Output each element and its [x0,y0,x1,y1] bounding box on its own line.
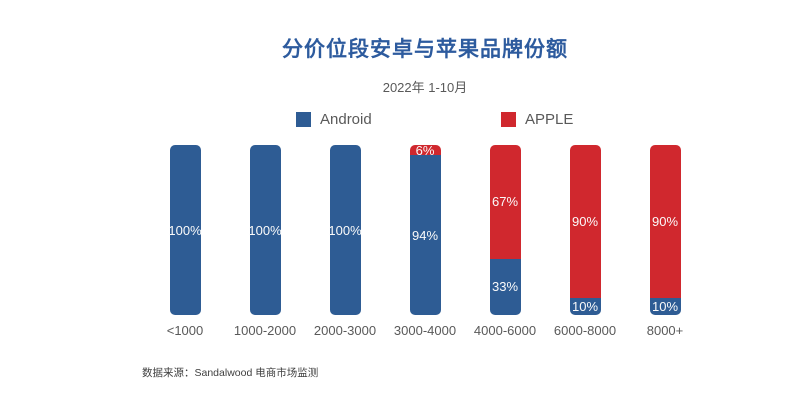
chart-title: 分价位段安卓与苹果品牌份额 [282,38,568,61]
segment-android: 94% [409,155,441,315]
category-label: 6000-8000 [553,323,617,338]
category-label: 3000-4000 [393,323,457,338]
value-label: 100% [168,222,202,238]
segment-android: 100% [248,145,282,315]
category-label: 4000-6000 [473,323,537,338]
value-label: 100% [328,222,362,238]
x-axis-labels: <1000 1000-2000 2000-3000 3000-4000 4000-600… [145,323,705,338]
legend-swatch-android [296,112,311,127]
segment-android: 100% [168,145,202,315]
value-label: 90% [571,214,599,229]
legend: Android APPLE [145,111,705,129]
stacked-bar: 67% 33% [489,145,521,315]
category-label: 8000+ [646,323,684,338]
value-label: 94% [411,227,439,243]
legend-item-android: Android [296,111,372,128]
data-source-note: 数据来源：Sandalwood 电商市场监测 [142,367,319,379]
bar-column: 100% [145,145,225,315]
segment-android: 10% [649,298,681,315]
bar-column: 67% 33% [465,145,545,315]
category-label: 1000-2000 [233,323,297,338]
segment-apple: 67% [489,145,521,259]
segment-android: 33% [489,258,521,315]
value-label: 90% [651,214,679,229]
bar-column: 90% 10% [625,145,705,315]
stacked-bar: 6% 94% [409,142,441,315]
stacked-bar: 100% [328,145,362,315]
segment-android: 10% [569,298,601,315]
legend-swatch-apple [501,112,516,127]
plot-area: 100% 100% 100% 6% 94% 67% 33% 90% 10% 90% 10% [145,142,705,315]
value-label: 10% [651,299,679,314]
value-label: 67% [491,194,519,210]
segment-apple: 6% [409,142,441,158]
bar-column: 90% 10% [545,145,625,315]
stacked-bar: 100% [168,145,202,315]
stacked-bar: 90% 10% [649,145,681,315]
category-label: <1000 [166,323,204,338]
legend-item-apple: APPLE [501,111,573,128]
chart-subtitle: 2022年 1-10月 [382,80,468,95]
value-label: 100% [248,222,282,238]
segment-apple: 90% [649,145,681,298]
category-label: 2000-3000 [313,323,377,338]
value-label: 10% [571,299,599,314]
bar-column: 6% 94% [385,142,465,315]
stacked-bar: 100% [248,145,282,315]
stacked-bar: 90% 10% [569,145,601,315]
legend-label: Android [320,111,372,128]
legend-label: APPLE [525,111,574,128]
value-label: 33% [491,279,519,295]
segment-android: 100% [328,145,362,315]
value-label: 6% [415,142,435,158]
segment-apple: 90% [569,145,601,298]
bar-column: 100% [305,145,385,315]
bar-column: 100% [225,145,305,315]
